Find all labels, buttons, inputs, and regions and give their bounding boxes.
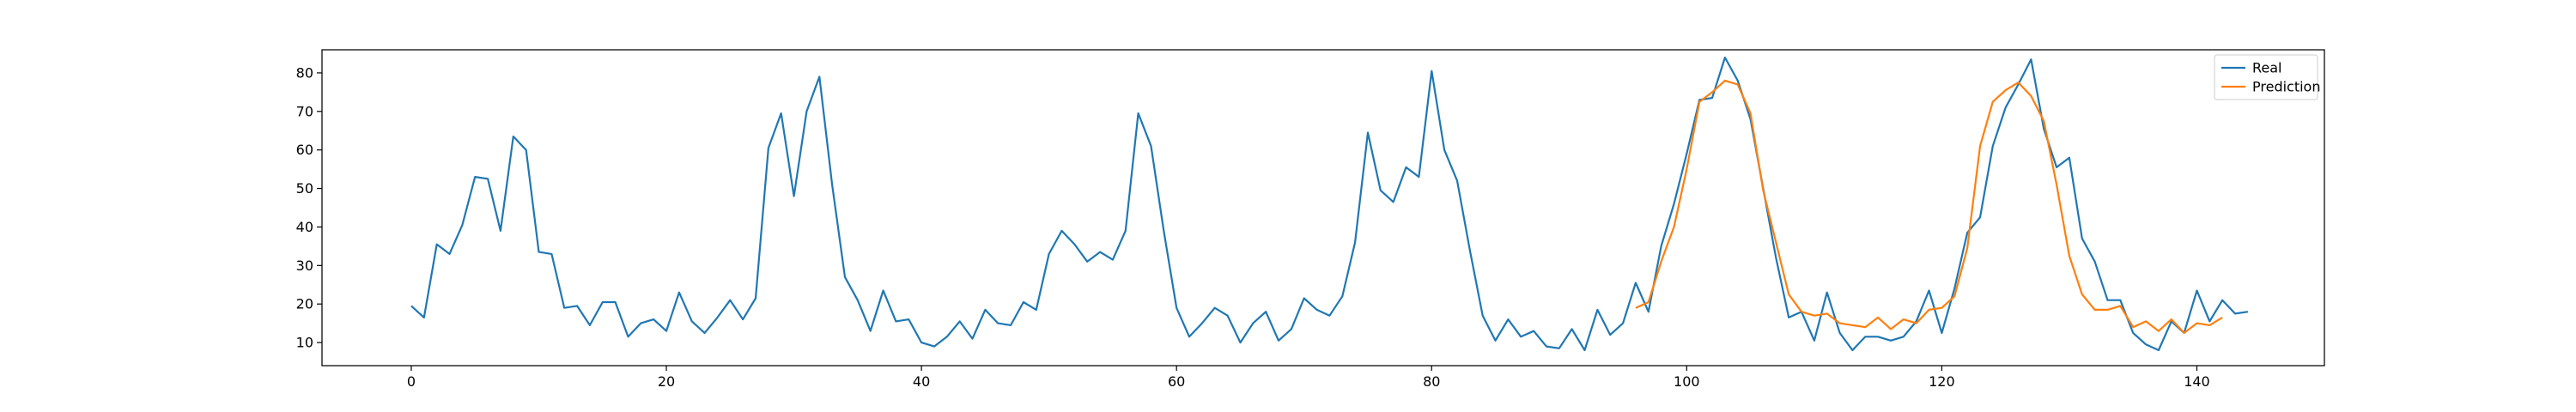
- x-tick-label: 140: [2184, 373, 2210, 390]
- x-tick-label: 0: [407, 373, 416, 390]
- x-tick-label: 40: [913, 373, 930, 390]
- y-tick-label: 70: [296, 103, 313, 119]
- y-tick-label: 30: [296, 258, 313, 274]
- series-line-prediction: [1635, 79, 2223, 334]
- x-tick-label: 80: [1423, 373, 1440, 390]
- series-layer: [410, 56, 2249, 352]
- x-tick-label: 120: [1929, 373, 1955, 390]
- y-tick-label: 50: [296, 180, 313, 197]
- y-tick-label: 80: [296, 64, 313, 81]
- y-axis: 10 20 30 40 50 60 70 80: [296, 64, 322, 351]
- x-tick-label: 60: [1168, 373, 1185, 390]
- y-tick-label: 60: [296, 142, 313, 158]
- plot-frame: [321, 49, 2325, 367]
- x-tick-label: 100: [1674, 373, 1700, 390]
- y-tick-label: 10: [296, 335, 313, 351]
- legend: Real Prediction: [2214, 54, 2320, 100]
- y-tick-label: 20: [296, 296, 313, 312]
- x-axis: 0 20 40 60 80 100 120 140: [407, 366, 2210, 390]
- legend-label-real: Real: [2252, 60, 2282, 76]
- legend-label-prediction: Prediction: [2252, 79, 2320, 95]
- series-line-real: [410, 56, 2249, 352]
- x-tick-label: 20: [658, 373, 675, 390]
- legend-box: [2214, 54, 2318, 100]
- y-tick-label: 40: [296, 219, 313, 235]
